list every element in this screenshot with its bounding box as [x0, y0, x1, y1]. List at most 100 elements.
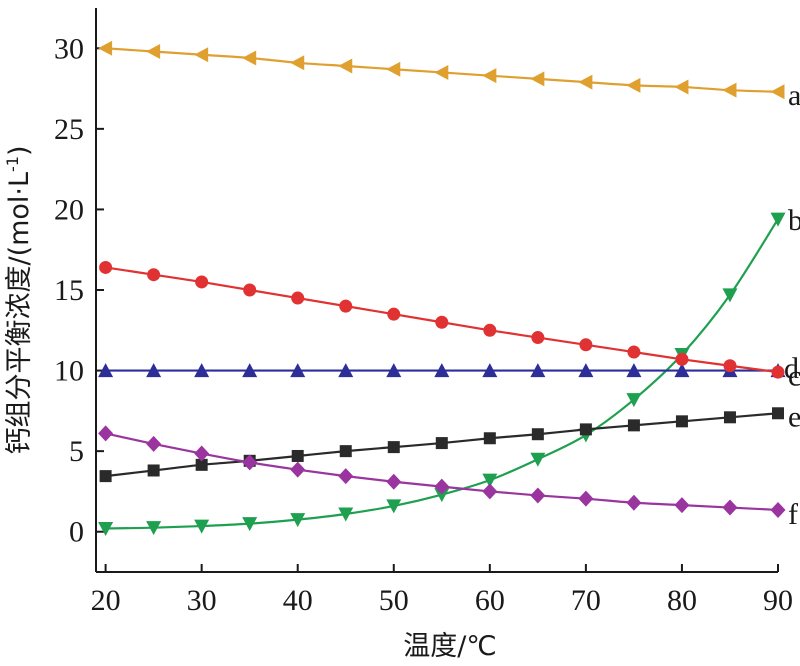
- data-point-e: [435, 437, 448, 450]
- data-point-e: [147, 464, 160, 477]
- data-point-d: [675, 352, 689, 366]
- data-point-e: [483, 432, 496, 445]
- y-tick-label: 5: [69, 435, 84, 468]
- data-point-c: [98, 363, 114, 378]
- y-tick-label: 20: [54, 193, 84, 226]
- data-point-b: [626, 393, 642, 408]
- y-tick-label: 0: [69, 516, 84, 549]
- data-point-d: [771, 365, 785, 379]
- data-point-f: [194, 445, 210, 462]
- data-point-e: [723, 411, 736, 424]
- data-point-a: [338, 58, 353, 74]
- data-point-b: [338, 507, 354, 522]
- data-point-c: [386, 363, 402, 378]
- series-label-a: a: [788, 79, 800, 112]
- data-point-a: [674, 79, 689, 95]
- data-point-b: [242, 517, 258, 532]
- x-tick-label: 80: [667, 584, 697, 617]
- series-a: [98, 40, 785, 100]
- series-f: [98, 425, 786, 518]
- y-axis-title-close: ): [4, 145, 35, 156]
- data-point-e: [579, 423, 592, 436]
- x-tick-label: 40: [283, 584, 313, 617]
- data-point-f: [770, 501, 786, 518]
- data-point-c: [146, 363, 162, 378]
- data-point-a: [242, 50, 257, 66]
- data-point-d: [243, 283, 257, 297]
- data-point-b: [290, 513, 306, 528]
- y-axis-title-main: 钙组分平衡浓度/(mol·L: [4, 172, 35, 455]
- data-point-b: [194, 519, 210, 534]
- data-point-d: [579, 338, 593, 352]
- series-label-e: e: [788, 400, 800, 433]
- y-tick-label: 25: [54, 113, 84, 146]
- data-point-d: [195, 275, 209, 289]
- data-point-a: [98, 40, 113, 56]
- data-point-f: [146, 435, 162, 452]
- data-point-f: [386, 473, 402, 490]
- y-tick-label: 15: [54, 274, 84, 307]
- data-point-f: [98, 425, 114, 442]
- data-point-a: [578, 74, 593, 90]
- data-point-d: [483, 323, 497, 337]
- series-d: [99, 260, 785, 379]
- data-point-f: [290, 461, 306, 478]
- data-point-f: [674, 497, 690, 514]
- y-axis-title: 钙组分平衡浓度/(mol·L-1): [3, 145, 35, 454]
- series-group: [98, 40, 786, 536]
- data-point-a: [290, 55, 305, 71]
- data-point-b: [146, 521, 162, 536]
- data-point-e: [627, 419, 640, 432]
- data-point-d: [99, 260, 113, 274]
- data-point-c: [194, 363, 210, 378]
- x-tick-label: 70: [571, 584, 601, 617]
- data-point-f: [578, 490, 594, 507]
- x-tick-label: 20: [91, 584, 121, 617]
- axes: 20 30 40 50 60 70 80 90 0 5 10 15 20 25 30: [54, 8, 793, 617]
- data-point-e: [291, 449, 304, 462]
- data-point-d: [531, 331, 545, 345]
- data-point-f: [434, 478, 450, 495]
- data-point-a: [386, 61, 401, 77]
- data-point-b: [386, 499, 402, 514]
- data-point-c: [338, 363, 354, 378]
- data-point-b: [98, 521, 114, 536]
- data-point-d: [435, 315, 449, 329]
- x-axis-title: 温度/℃: [403, 631, 496, 662]
- data-point-c: [530, 363, 546, 378]
- data-point-b: [530, 452, 546, 467]
- data-point-c: [242, 363, 258, 378]
- y-tick-label: 10: [54, 355, 84, 388]
- data-point-e: [195, 458, 208, 471]
- data-point-e: [387, 441, 400, 454]
- data-point-d: [387, 307, 401, 321]
- data-point-b: [770, 212, 786, 227]
- data-point-e: [99, 470, 112, 483]
- series-label-c: c: [788, 360, 800, 393]
- data-point-b: [482, 473, 498, 488]
- data-point-c: [578, 363, 594, 378]
- y-tick-label: 30: [54, 32, 84, 65]
- data-point-e: [772, 407, 784, 420]
- data-point-e: [339, 445, 352, 458]
- data-point-f: [722, 499, 738, 516]
- data-point-d: [627, 345, 641, 359]
- x-tick-label: 60: [475, 584, 505, 617]
- data-point-d: [723, 359, 737, 373]
- data-point-f: [482, 483, 498, 500]
- data-point-a: [146, 44, 161, 60]
- data-point-a: [722, 82, 737, 98]
- x-tick-label: 50: [379, 584, 409, 617]
- series-label-b: b: [788, 204, 800, 237]
- x-tick-label: 90: [763, 584, 793, 617]
- data-point-f: [530, 487, 546, 504]
- data-point-d: [291, 291, 305, 305]
- data-point-e: [675, 415, 688, 428]
- series-labels: a b cde f: [784, 79, 800, 531]
- data-point-a: [770, 84, 785, 100]
- data-point-a: [482, 68, 497, 84]
- data-point-c: [290, 363, 306, 378]
- data-point-c: [626, 363, 642, 378]
- series-label-f: f: [788, 498, 798, 531]
